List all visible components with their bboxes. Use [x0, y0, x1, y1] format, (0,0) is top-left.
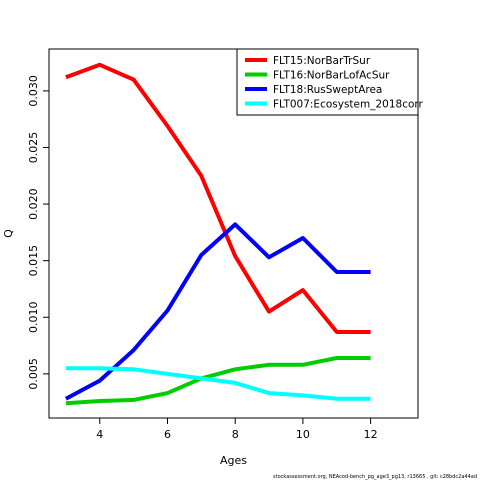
x-tick-label-0: 4 — [96, 428, 103, 441]
x-axis: 4 6 8 10 12 — [96, 417, 378, 441]
series-line-2 — [64, 222, 371, 401]
y-tick-label-0: 0.005 — [27, 358, 40, 390]
series-line-3 — [65, 366, 371, 401]
y-axis-label: Q — [2, 229, 15, 238]
x-tick-label-2: 8 — [232, 428, 239, 441]
y-axis: 0.005 0.010 0.015 0.020 0.025 0.030 — [27, 75, 50, 390]
y-tick-label-1: 0.010 — [27, 302, 40, 334]
legend: FLT15:NorBarTrSur FLT16:NorBarLofAcSur FLT… — [236, 48, 424, 116]
legend-label-3: FLT007:Ecosystem_2018corr — [273, 99, 424, 111]
series-line-1 — [65, 356, 371, 406]
series-layer — [64, 62, 371, 406]
y-tick-label-5: 0.030 — [27, 75, 40, 107]
x-tick-label-1: 6 — [164, 428, 171, 441]
y-tick-label-4: 0.025 — [27, 132, 40, 164]
x-axis-label: Ages — [220, 454, 247, 467]
series-line-0 — [65, 62, 371, 334]
legend-label-2: FLT18:RusSweptArea — [273, 84, 382, 96]
x-tick-label-4: 12 — [364, 428, 378, 441]
legend-label-0: FLT15:NorBarTrSur — [273, 55, 371, 67]
footnote: stockassessment.org, NEAcod-bench_pg_age… — [273, 474, 477, 480]
legend-box — [236, 48, 419, 116]
y-tick-label-2: 0.015 — [27, 245, 40, 277]
legend-label-1: FLT16:NorBarLofAcSur — [273, 70, 390, 82]
x-tick-label-3: 10 — [296, 428, 310, 441]
y-tick-label-3: 0.020 — [27, 188, 40, 220]
